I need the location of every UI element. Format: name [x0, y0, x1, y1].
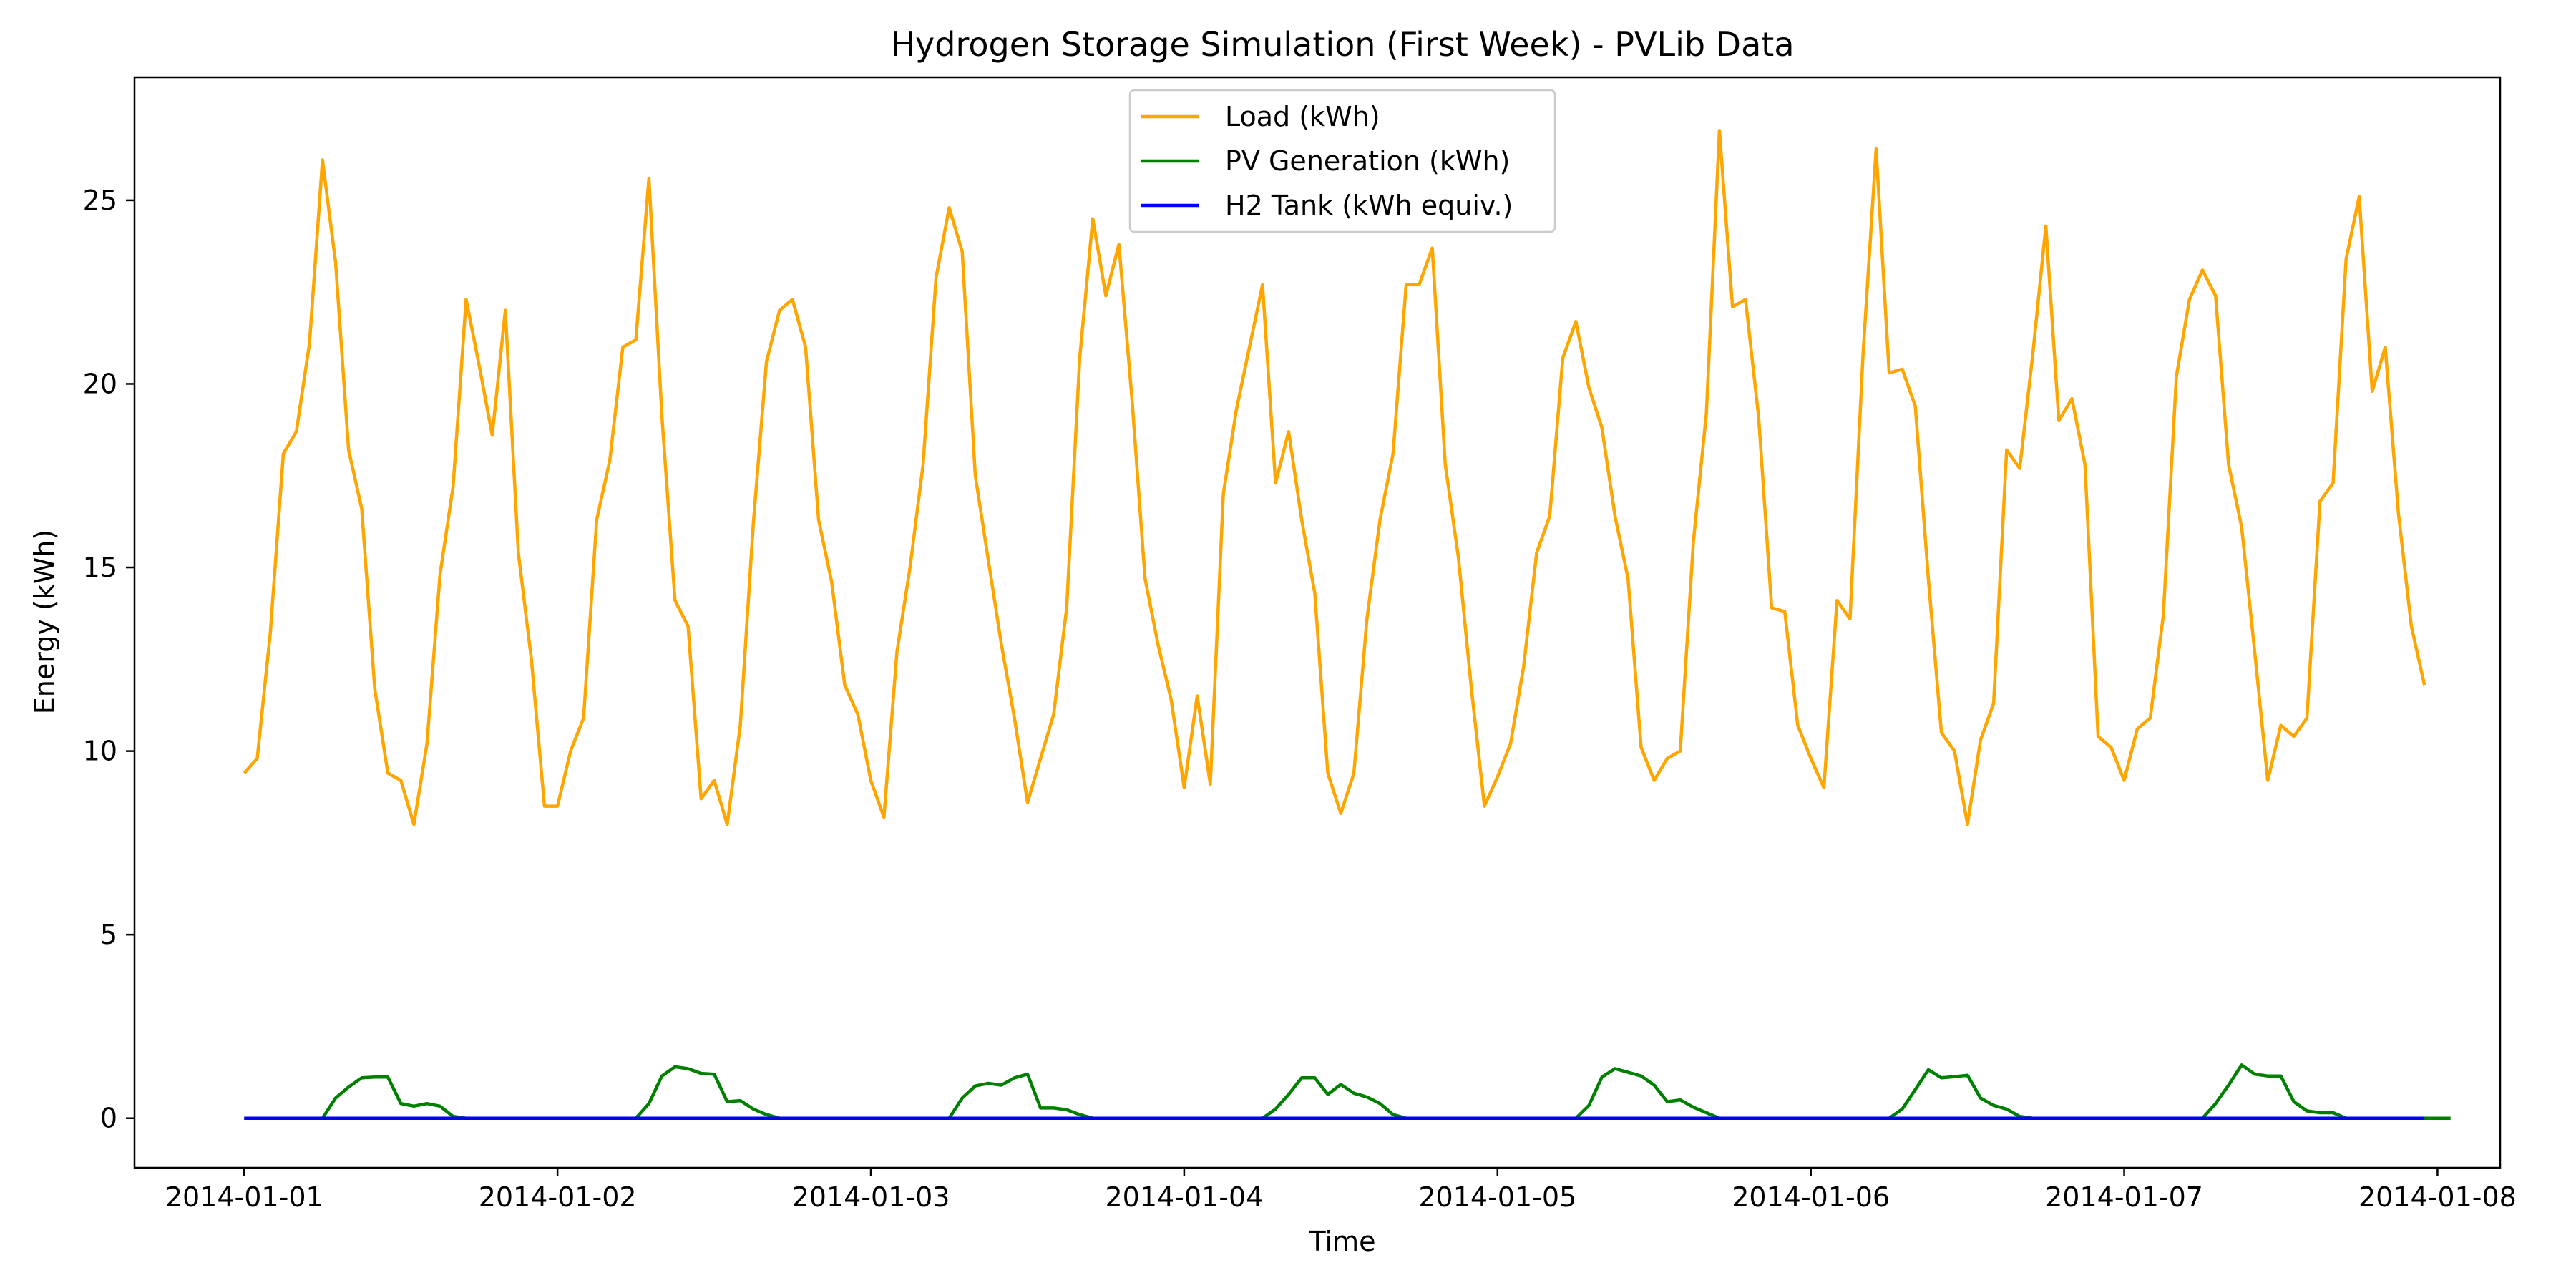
x-axis-label: Time — [1309, 1226, 1376, 1257]
y-tick-label: 5 — [100, 919, 117, 950]
legend-label: PV Generation (kWh) — [1225, 145, 1510, 177]
y-tick-label: 0 — [100, 1103, 117, 1134]
x-tick-label: 2014-01-04 — [1105, 1181, 1263, 1213]
x-tick-label: 2014-01-01 — [165, 1181, 323, 1213]
y-tick-label: 10 — [83, 736, 117, 767]
y-axis-label: Energy (kWh) — [29, 530, 60, 714]
legend-label: Load (kWh) — [1225, 101, 1380, 132]
plot-area-frame — [133, 76, 2502, 1169]
chart-title: Hydrogen Storage Simulation (First Week)… — [890, 25, 1794, 64]
y-axis-ticks: 0 5 10 15 20 25 — [83, 185, 135, 1134]
x-tick-label: 2014-01-07 — [2045, 1181, 2203, 1213]
series-layer — [243, 129, 2451, 1120]
x-tick-label: 2014-01-05 — [1418, 1181, 1576, 1213]
y-tick-label: 20 — [83, 368, 117, 399]
legend: Load (kWh) PV Generation (kWh) H2 Tank (kW… — [1128, 89, 1556, 233]
x-tick-label: 2014-01-02 — [479, 1181, 637, 1213]
x-tick-label: 2014-01-06 — [1732, 1181, 1890, 1213]
x-tick-label: 2014-01-03 — [792, 1181, 950, 1213]
x-axis-ticks: 2014-01-01 2014-01-02 2014-01-03 2014-01-04… — [165, 1168, 2517, 1213]
x-tick-label: 2014-01-08 — [2358, 1181, 2517, 1213]
legend-box — [1128, 89, 1556, 233]
series-line-load-kwh — [243, 129, 2426, 826]
legend-label: H2 Tank (kWh equiv.) — [1225, 190, 1513, 221]
y-tick-label: 25 — [83, 185, 117, 216]
y-tick-label: 15 — [83, 552, 117, 583]
